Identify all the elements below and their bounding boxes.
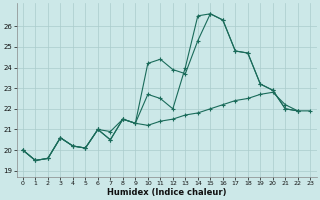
X-axis label: Humidex (Indice chaleur): Humidex (Indice chaleur) — [107, 188, 226, 197]
